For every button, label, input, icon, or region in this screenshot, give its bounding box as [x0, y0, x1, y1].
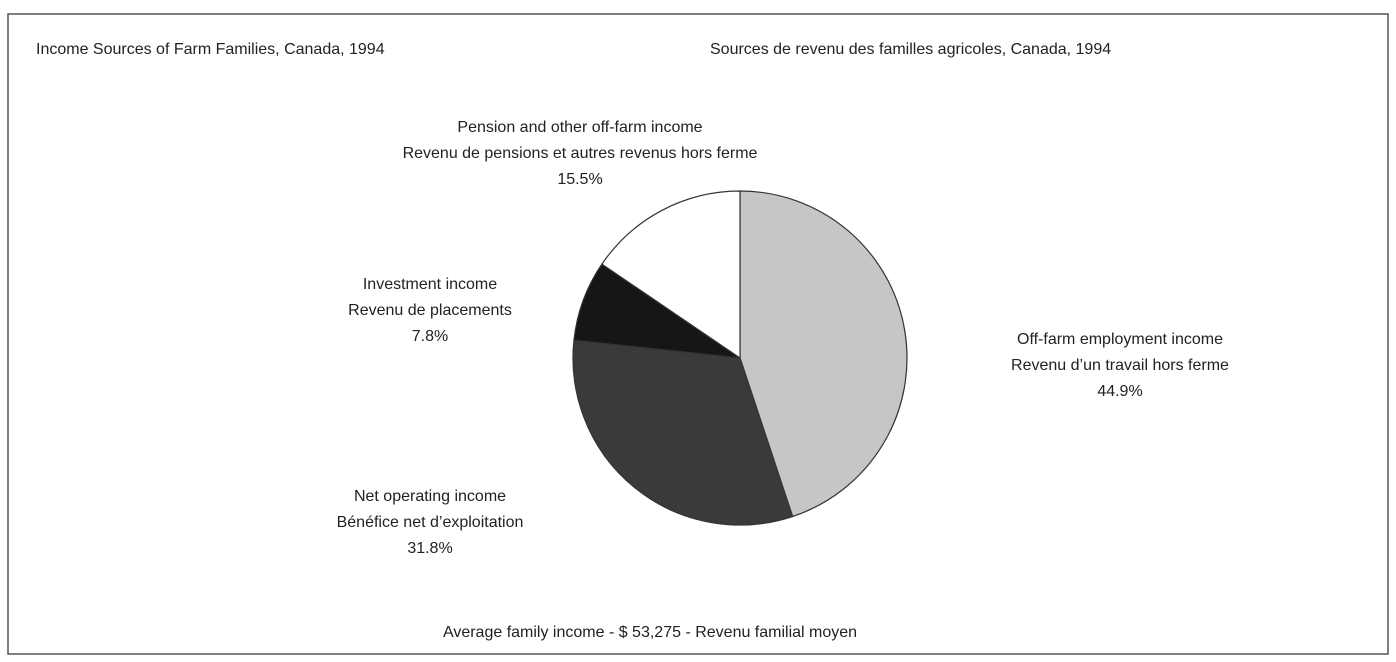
slice-value-label: 15.5%: [557, 171, 602, 188]
pie-slice: [739, 190, 908, 518]
chart-title-fr: Sources de revenu des familles agricoles…: [710, 41, 1111, 58]
slice-label: Off-farm employment income: [1017, 331, 1223, 348]
slice-value-label: 7.8%: [412, 328, 448, 345]
slice-value-label: 44.9%: [1097, 383, 1142, 400]
slice-label-fr: Revenu de placements: [348, 302, 512, 319]
slice-label: Net operating income: [354, 488, 506, 505]
slice-label-fr: Revenu de pensions et autres revenus hor…: [403, 145, 758, 162]
slice-label: Investment income: [363, 276, 497, 293]
slice-label-fr: Bénéfice net d’exploitation: [337, 514, 524, 531]
slice-label-fr: Revenu d’un travail hors ferme: [1011, 357, 1229, 374]
slice-label: Pension and other off-farm income: [457, 119, 702, 136]
chart-title: Income Sources of Farm Families, Canada,…: [36, 41, 385, 58]
pie-slice: [572, 339, 794, 526]
footnote: Average family income - $ 53,275 - Reven…: [443, 624, 857, 641]
slice-value-label: 31.8%: [407, 540, 452, 557]
pie-slice: [601, 190, 741, 360]
